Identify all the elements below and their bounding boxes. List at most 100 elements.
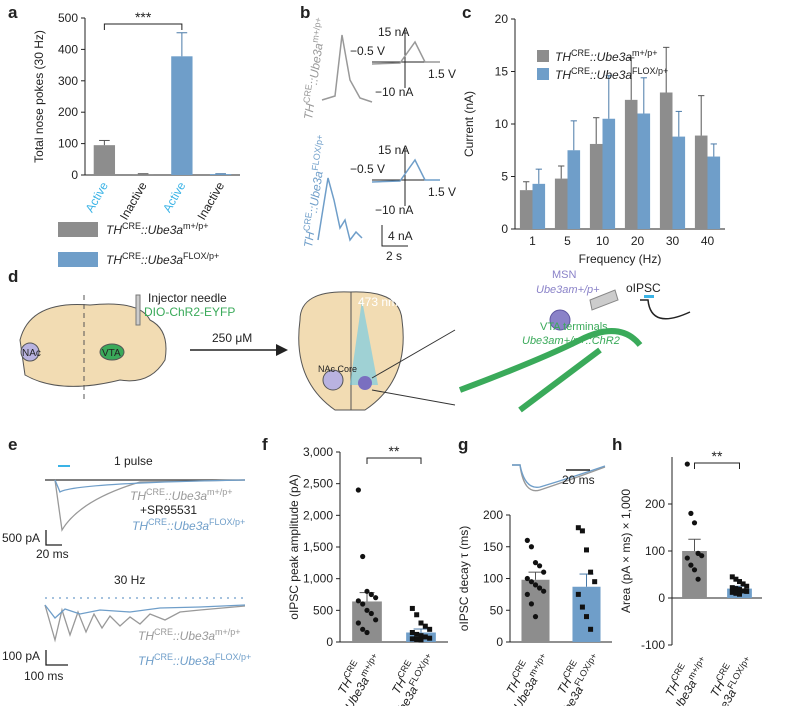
data-point	[541, 569, 547, 575]
y-tick-label: 500	[58, 11, 78, 25]
text-part: CRE	[122, 251, 141, 261]
data-point	[528, 601, 535, 607]
data-point	[427, 635, 433, 641]
text-part: TH	[138, 654, 154, 668]
genotype-label: THCRE::Ube3aFLOX/p+	[555, 66, 668, 82]
data-point	[584, 614, 589, 620]
data-point	[524, 591, 530, 597]
x-tick-label: 40	[701, 234, 715, 248]
y-tick-label: 100	[645, 544, 665, 558]
text-part: CRE	[148, 517, 167, 527]
sig-bracket	[103, 23, 183, 30]
label: 500 pA	[2, 531, 40, 545]
label: 2 s	[386, 249, 402, 263]
y-tick-label: -100	[641, 638, 665, 652]
x-tick-label: 20	[631, 234, 645, 248]
label: NAc	[22, 348, 41, 359]
text-part: m+/p+	[527, 651, 548, 678]
text-part: TH	[106, 253, 122, 267]
label: 15 nA	[378, 25, 409, 39]
y-tick-label: 0	[71, 168, 78, 182]
y-tick-label: 100	[483, 572, 503, 586]
x-tick-label: 30	[666, 234, 680, 248]
text-part: ::Ube3a	[173, 629, 215, 643]
data-point	[532, 614, 539, 620]
data-point	[414, 631, 420, 637]
text-part: TH	[138, 629, 154, 643]
panel-letter: e	[8, 435, 17, 454]
data-point	[355, 487, 361, 493]
data-point	[744, 588, 750, 594]
data-point	[528, 579, 535, 585]
text-part: ::Ube3a	[141, 223, 183, 237]
data-point	[729, 589, 735, 595]
data-point	[364, 588, 370, 594]
y-tick-label: 2,500	[303, 477, 333, 491]
label: VTA terminals	[540, 321, 608, 333]
bar	[672, 136, 686, 229]
data-point	[414, 612, 420, 618]
data-point	[729, 585, 735, 591]
data-point	[733, 586, 739, 592]
text-part: ::Ube3a	[167, 519, 209, 533]
bar	[93, 145, 116, 175]
legend-swatch	[58, 222, 98, 237]
data-point	[588, 569, 594, 575]
trace	[317, 177, 363, 242]
data-point	[575, 591, 581, 597]
panel-d	[19, 289, 691, 413]
nac-core	[322, 369, 344, 391]
panel-letter: b	[300, 3, 310, 22]
y-axis-label: oIPSC peak amplitude (pA)	[287, 474, 301, 619]
trace	[44, 604, 246, 619]
text-part: TH	[555, 68, 571, 82]
data-point	[409, 636, 415, 642]
text-part: FLOX/p+	[407, 651, 434, 687]
data-point	[368, 591, 374, 598]
nac	[20, 342, 40, 362]
panel-e	[44, 465, 246, 666]
genotype-label: THCRE::Ube3am+/p+	[138, 627, 241, 643]
data-point	[737, 591, 742, 597]
data-point	[579, 604, 585, 610]
data-point	[360, 553, 366, 560]
y-tick-label: 0	[326, 635, 333, 649]
panel-letter: h	[612, 435, 622, 454]
sig-label: ***	[135, 9, 152, 25]
x-tick-label: Inactive	[117, 179, 150, 222]
text-part: FLOX/p+	[209, 517, 245, 527]
data-point	[688, 510, 694, 516]
y-tick-label: 300	[58, 74, 78, 88]
label: MSN	[552, 269, 577, 281]
data-point	[695, 576, 701, 582]
label: 100 pA	[2, 649, 40, 663]
data-point	[360, 601, 366, 607]
text-part: TH	[106, 223, 122, 237]
label: −0.5 V	[350, 44, 385, 58]
bar	[532, 183, 546, 229]
label: 20 ms	[562, 473, 595, 487]
y-tick-label: 150	[483, 540, 503, 554]
text-part: CRE	[154, 652, 173, 662]
data-point	[536, 563, 543, 569]
data-point	[691, 567, 698, 573]
text-part: m+/p+	[183, 221, 209, 231]
terminals	[458, 328, 643, 413]
y-tick-label: 200	[483, 508, 503, 522]
bar	[589, 143, 603, 229]
trace	[321, 34, 373, 103]
label: +SR95531	[140, 503, 197, 517]
data-point	[427, 626, 433, 632]
scale-bar	[381, 225, 408, 247]
y-tick-label: 200	[645, 497, 665, 511]
trace	[512, 464, 606, 489]
x-axis-label: Frequency (Hz)	[579, 252, 662, 266]
text-part: FLOX/p+	[183, 251, 219, 261]
data-point	[688, 562, 694, 568]
y-tick-label: 5	[501, 170, 508, 184]
label: DIO-ChR2-EYFP	[144, 305, 235, 319]
data-point	[584, 547, 589, 553]
trace	[371, 40, 440, 65]
data-point	[740, 588, 746, 594]
